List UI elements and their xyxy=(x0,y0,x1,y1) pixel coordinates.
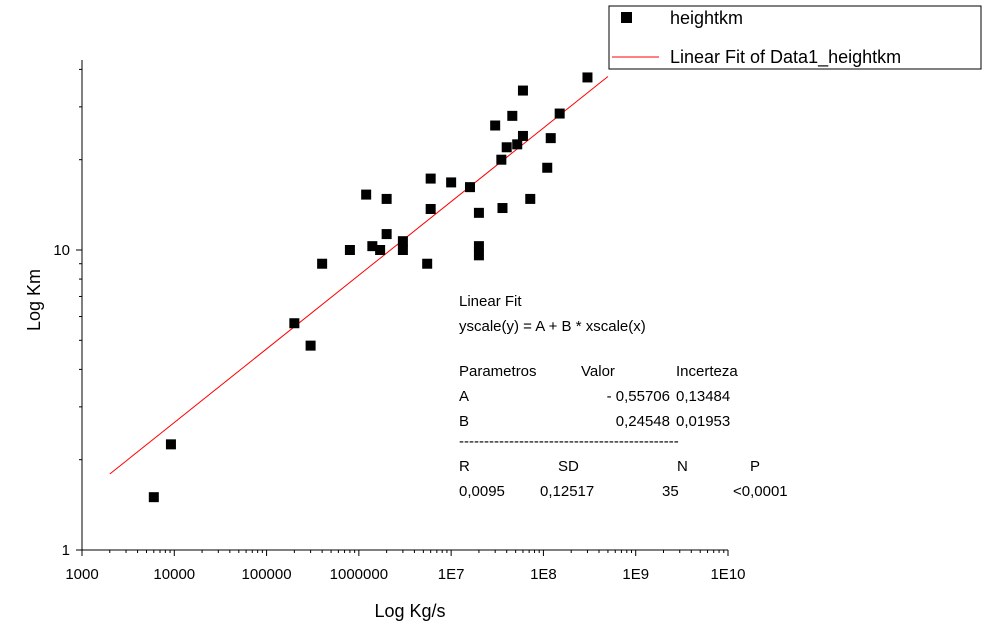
data-point xyxy=(517,85,528,96)
data-point xyxy=(305,340,316,351)
linear-fit-line xyxy=(109,76,609,475)
data-point xyxy=(344,245,355,255)
stats-footer-n: N xyxy=(677,458,688,475)
stats-row-b-value: 0,24548 xyxy=(616,413,670,430)
stats-row-a-value: - 0,55706 xyxy=(607,388,670,405)
data-point xyxy=(496,154,507,165)
data-point xyxy=(525,193,536,204)
stats-row-b-error: 0,01953 xyxy=(676,413,730,430)
stats-footer-sd: SD xyxy=(558,458,579,475)
x-tick-label: 1E8 xyxy=(530,566,557,583)
stats-header-param: Parametros xyxy=(459,363,537,380)
data-point xyxy=(381,193,392,204)
data-point xyxy=(375,245,386,255)
data-point xyxy=(361,189,372,200)
y-axis-title: Log Km xyxy=(24,269,44,331)
x-tick-label: 1000 xyxy=(65,566,98,583)
data-point xyxy=(545,133,556,144)
stats-value-n: 35 xyxy=(662,483,679,500)
data-point xyxy=(425,203,436,214)
data-point xyxy=(473,250,484,261)
data-point xyxy=(512,139,523,150)
data-point xyxy=(554,108,565,119)
data-point xyxy=(397,245,408,255)
stats-header-value: Valor xyxy=(581,363,615,380)
data-point xyxy=(397,236,408,247)
data-point xyxy=(501,142,512,153)
stats-footer-p: P xyxy=(750,458,760,475)
data-point xyxy=(542,162,553,173)
fit-stats: Linear Fit yscale(y) = A + B * xscale(x)… xyxy=(459,293,788,500)
stats-header-error: Incerteza xyxy=(676,363,738,380)
x-tick-label: 100000 xyxy=(242,566,292,583)
data-point xyxy=(497,203,508,214)
legend-label-heightkm: heightkm xyxy=(670,8,743,28)
data-point xyxy=(473,241,484,252)
y-tick-label: 10 xyxy=(53,242,70,259)
data-point xyxy=(165,439,176,450)
data-point xyxy=(473,207,484,218)
stats-separator: ----------------------------------------… xyxy=(459,433,679,450)
legend-label-fit: Linear Fit of Data1_heightkm xyxy=(670,47,901,68)
x-tick-label: 1000000 xyxy=(330,566,388,583)
data-point xyxy=(507,110,518,121)
data-point xyxy=(367,241,378,252)
x-tick-label: 10000 xyxy=(153,566,195,583)
stats-value-sd: 0,12517 xyxy=(540,483,594,500)
legend-marker-heightkm xyxy=(621,12,632,23)
stats-equation: yscale(y) = A + B * xscale(x) xyxy=(459,318,646,335)
legend: heightkm Linear Fit of Data1_heightkm xyxy=(608,5,982,70)
x-axis-title: Log Kg/s xyxy=(374,601,445,621)
data-point xyxy=(464,182,475,193)
x-tick-label: 1E7 xyxy=(438,566,465,583)
data-point xyxy=(517,130,528,141)
stats-footer-r: R xyxy=(459,458,470,475)
y-ticks: 1 10 xyxy=(53,68,82,559)
y-tick-label: 1 xyxy=(62,542,70,559)
stats-row-a-error: 0,13484 xyxy=(676,388,730,405)
data-point xyxy=(148,492,159,503)
stats-title: Linear Fit xyxy=(459,293,522,310)
stats-value-p: <0,0001 xyxy=(733,483,788,500)
stats-value-r: 0,0095 xyxy=(459,483,505,500)
x-tick-label: 1E9 xyxy=(622,566,649,583)
stats-row-b-name: B xyxy=(459,413,469,430)
data-point xyxy=(317,258,328,269)
data-points xyxy=(148,72,593,503)
data-point xyxy=(289,318,300,329)
x-ticks: 1000 10000 100000 1000000 1E7 1E8 1E9 1E10 xyxy=(65,550,746,583)
data-point xyxy=(446,177,457,188)
x-tick-label: 1E10 xyxy=(710,566,745,583)
data-point xyxy=(422,258,433,269)
stats-row-a-name: A xyxy=(459,388,469,405)
legend-box xyxy=(608,5,982,70)
data-point xyxy=(381,229,392,240)
data-point xyxy=(425,173,436,184)
data-point xyxy=(582,72,593,83)
data-point xyxy=(490,120,501,131)
